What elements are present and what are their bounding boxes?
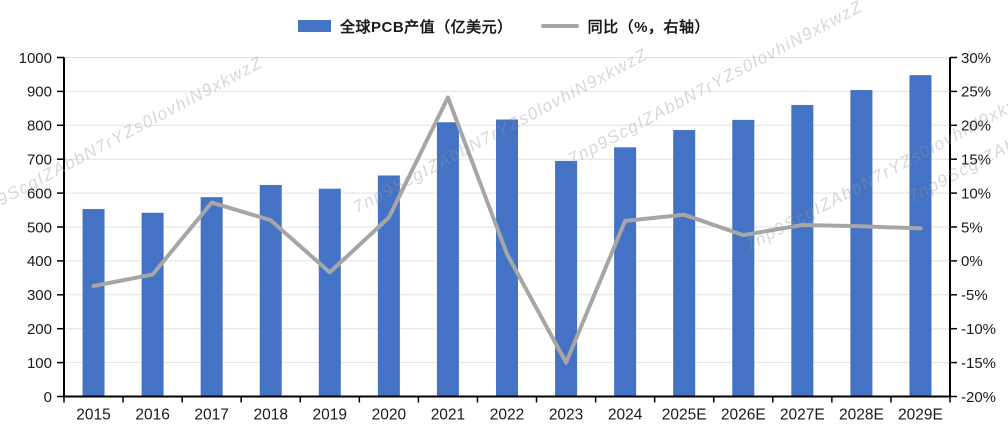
y-axis-label-right: 0% (961, 253, 983, 270)
bar-2023 (555, 160, 578, 397)
x-axis-label-2023: 2023 (549, 407, 583, 424)
yoy-growth-line (91, 95, 923, 365)
x-axis-label-2018: 2018 (253, 407, 287, 424)
x-axis-label-2029E: 2029E (898, 407, 943, 424)
bar-2015 (82, 209, 105, 397)
x-axis-label-2022: 2022 (490, 407, 524, 424)
x-axis-label-2026E: 2026E (721, 407, 766, 424)
bar-2025E (673, 130, 696, 397)
x-axis-label-2028E: 2028E (839, 407, 884, 424)
bar-2021 (436, 122, 459, 397)
y-axis-label-left: 900 (27, 84, 52, 101)
y-axis-label-right: 25% (961, 84, 991, 101)
y-axis-label-right: 5% (961, 219, 983, 236)
bar-2019 (318, 188, 341, 397)
y-axis-label-left: 300 (27, 287, 52, 304)
x-axis-label-2020: 2020 (372, 407, 407, 424)
y-axis-label-left: 1000 (19, 50, 52, 67)
y-axis-label-left: 0 (44, 389, 52, 406)
y-axis-label-right: 15% (961, 151, 991, 168)
y-axis-label-right: -5% (961, 287, 988, 304)
line-series-label: 同比（%，右轴） (587, 18, 710, 36)
bar-2024 (614, 147, 637, 397)
bar-2026E (732, 119, 755, 397)
legend-item-pcb-value: 全球PCB产值（亿美元） (297, 16, 513, 37)
y-axis-label-left: 500 (27, 219, 52, 236)
y-axis-label-right: -20% (961, 389, 996, 406)
bar-2018 (259, 184, 282, 397)
bar-2017 (200, 197, 223, 397)
y-axis-label-right: 20% (961, 118, 991, 135)
bar-2029E (909, 75, 932, 397)
y-axis-label-left: 200 (27, 321, 52, 338)
y-axis-label-left: 800 (27, 118, 52, 135)
bar-2020 (377, 175, 400, 397)
x-axis-label-2016: 2016 (135, 407, 169, 424)
y-axis-label-right: -15% (961, 355, 996, 372)
y-axis-label-right: 30% (961, 50, 991, 67)
bar-2028E (850, 90, 873, 397)
x-axis-label-2025E: 2025E (662, 407, 707, 424)
x-axis-label-2017: 2017 (194, 407, 228, 424)
line-series-swatch (540, 24, 579, 28)
bar-series-label: 全球PCB产值（亿美元） (339, 18, 513, 36)
legend-item-yoy-growth: 同比（%，右轴） (540, 16, 710, 37)
x-axis-label-2019: 2019 (313, 407, 347, 424)
x-axis-label-2027E: 2027E (780, 407, 825, 424)
y-axis-label-right: -10% (961, 321, 996, 338)
y-axis-label-left: 400 (27, 253, 52, 270)
x-axis-label-2024: 2024 (608, 407, 643, 424)
y-axis-label-left: 100 (27, 355, 52, 372)
x-axis-label-2021: 2021 (431, 407, 465, 424)
bar-2016 (141, 212, 164, 397)
bar-2027E (791, 104, 814, 397)
bar-series-swatch (297, 20, 331, 32)
x-axis-label-2015: 2015 (76, 407, 110, 424)
y-axis-label-left: 600 (27, 185, 52, 202)
chart-legend: 全球PCB产值（亿美元） 同比（%，右轴） (0, 13, 1008, 39)
y-axis-label-left: 700 (27, 151, 52, 168)
y-axis-label-right: 10% (961, 185, 991, 202)
